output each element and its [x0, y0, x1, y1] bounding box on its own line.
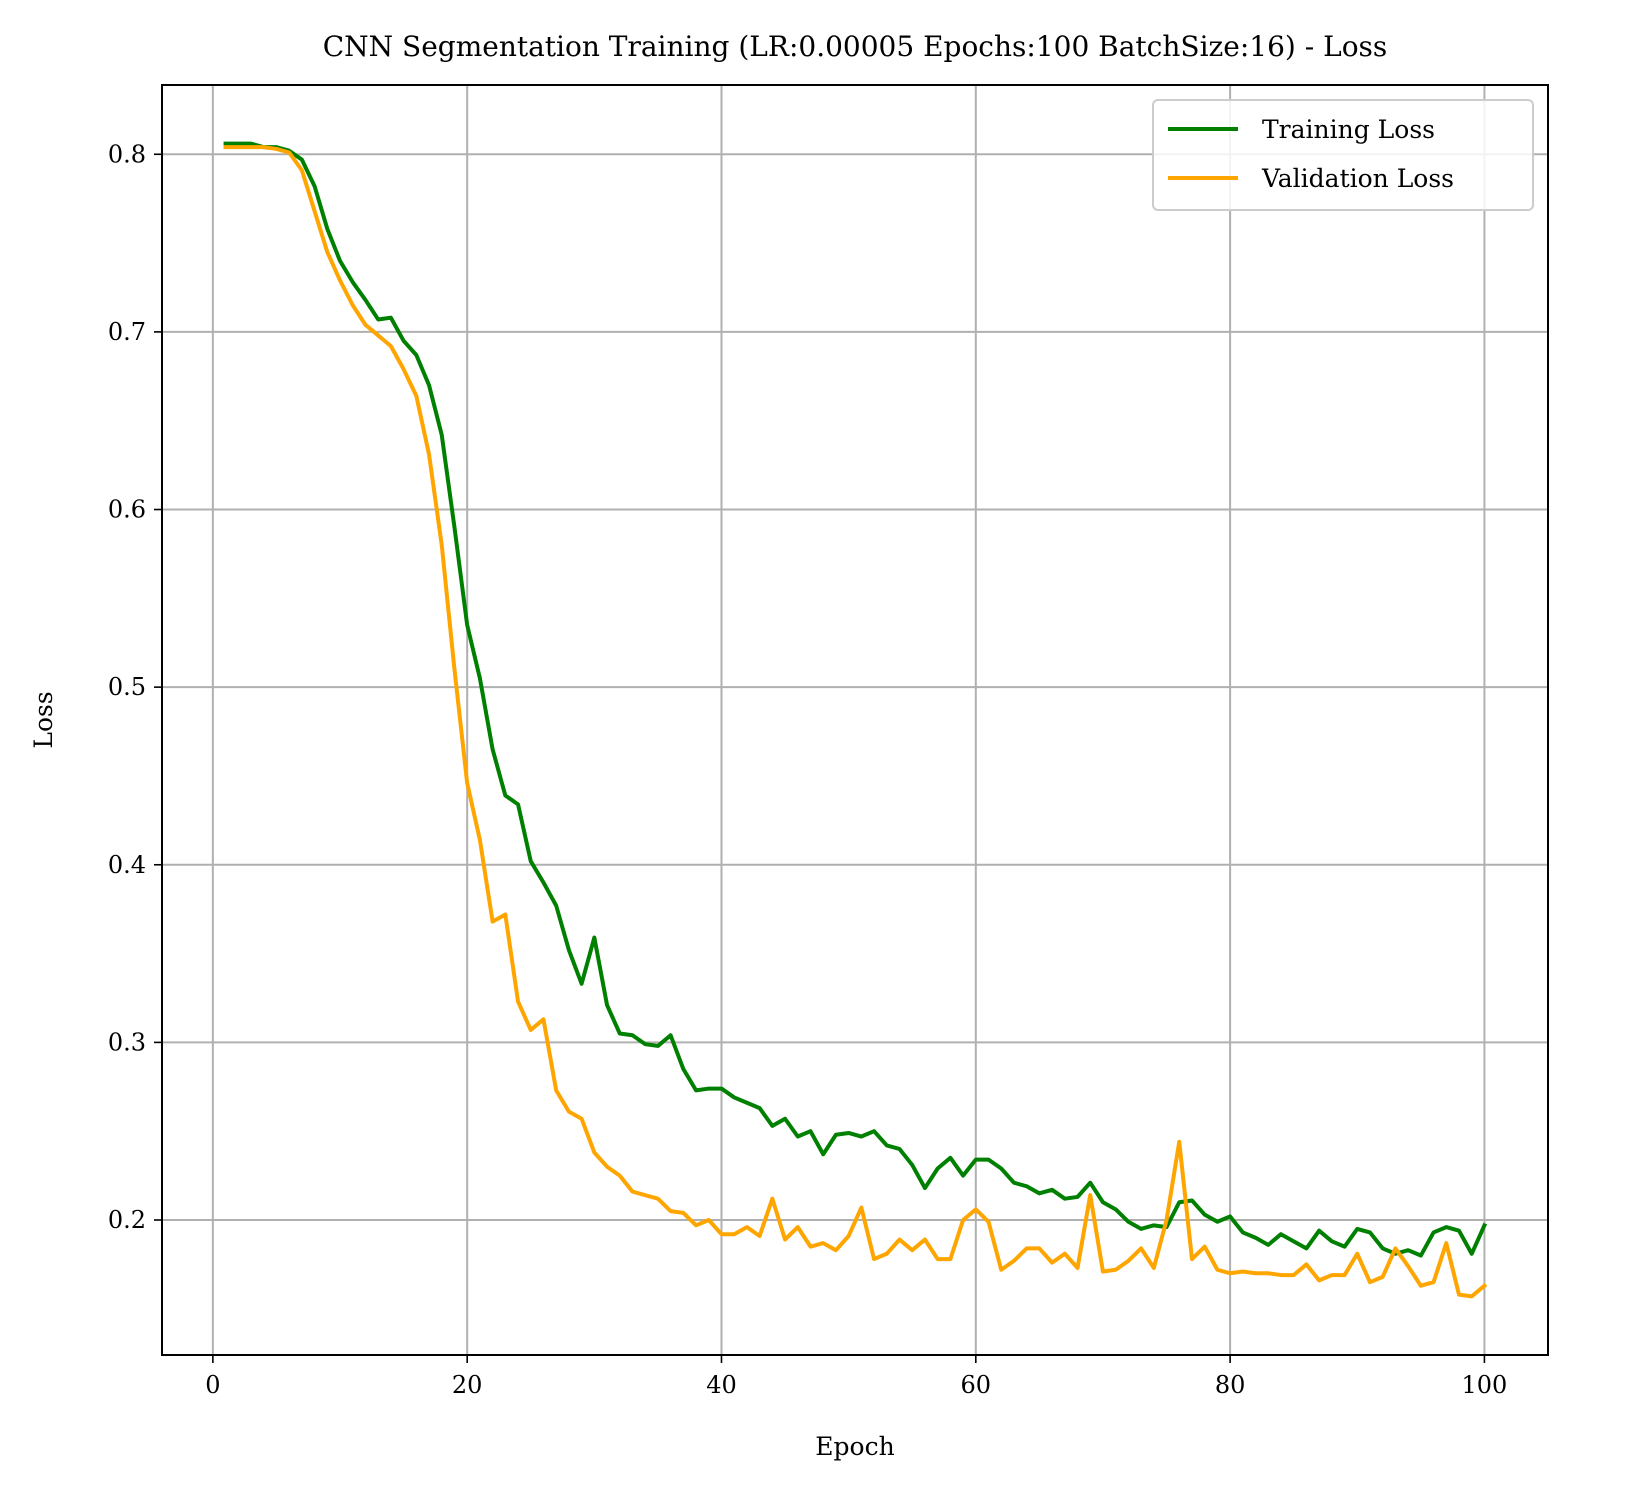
legend: Training Loss Validation Loss [1152, 99, 1534, 211]
chart-title: CNN Segmentation Training (LR:0.00005 Ep… [323, 30, 1388, 63]
y-tick-label: 0.3 [108, 1028, 146, 1056]
y-tick-label: 0.2 [108, 1206, 146, 1234]
x-tick-label: 80 [1215, 1371, 1246, 1399]
training-loss-line [223, 141, 1488, 1258]
x-tick-label: 20 [452, 1371, 483, 1399]
legend-box [1152, 99, 1534, 211]
y-tick-label: 0.8 [108, 140, 146, 168]
x-tick-label: 40 [706, 1371, 737, 1399]
y-tick-label: 0.4 [108, 851, 146, 879]
legend-label-validation: Validation Loss [1261, 164, 1454, 193]
plot-frame [161, 84, 1549, 1356]
series-lines [223, 141, 1488, 1299]
x-tick-label: 0 [205, 1371, 220, 1399]
x-axis-label: Epoch [815, 1432, 894, 1461]
x-tick-label: 100 [1462, 1371, 1508, 1399]
x-tick-label: 60 [961, 1371, 992, 1399]
legend-label-training: Training Loss [1262, 115, 1435, 144]
y-tick-label: 0.5 [108, 673, 146, 701]
validation-loss-line [223, 145, 1488, 1299]
ticks: 0 20 40 60 80 100 0.2 0.3 0.4 0.5 0.6 0.7 0.8 [108, 140, 1508, 1399]
y-tick-label: 0.6 [108, 496, 146, 524]
y-tick-label: 0.7 [108, 318, 146, 346]
y-axis-label: Loss [29, 691, 58, 748]
